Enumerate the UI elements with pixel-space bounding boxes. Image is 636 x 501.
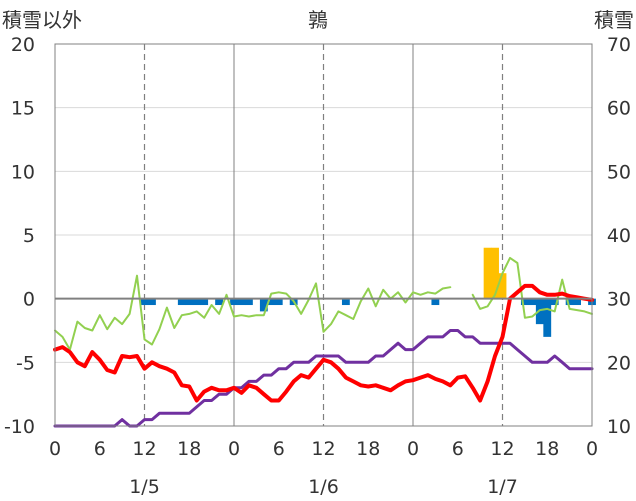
negative-bar	[200, 298, 209, 306]
temperature-series-line	[53, 283, 594, 403]
positive-bar	[498, 273, 507, 299]
y-right-tick-label: 70	[607, 34, 631, 56]
y-left-tick-label: -5	[16, 352, 35, 374]
negative-bar	[215, 298, 223, 306]
y-left-tick-label: 15	[11, 98, 35, 120]
negative-bar	[573, 298, 581, 306]
negative-bar	[177, 298, 186, 306]
x-tick-label: 0	[228, 438, 240, 460]
y-left-tick-label: -10	[4, 416, 35, 438]
x-tick-label: 18	[177, 438, 201, 460]
x-tick-label: 0	[407, 438, 419, 460]
x-tick-label: 6	[452, 438, 464, 460]
snow-depth-series-line	[53, 329, 594, 428]
negative-bar	[192, 298, 201, 306]
x-tick-label: 0	[586, 438, 598, 460]
x-tick-label: 18	[535, 438, 559, 460]
y-left-tick-label: 0	[23, 289, 35, 311]
date-label: 1/7	[487, 476, 518, 498]
negative-bar	[267, 298, 276, 306]
y-left-tick-label: 5	[23, 225, 35, 247]
left-axis-title: 積雪以外	[2, 8, 82, 32]
negative-bar	[431, 298, 440, 306]
date-label: 1/5	[129, 476, 160, 498]
negative-bar	[245, 298, 253, 306]
negative-bar	[528, 298, 537, 306]
x-tick-label: 0	[49, 438, 61, 460]
chart-title: 鶉	[308, 8, 328, 32]
negative-bar	[550, 298, 559, 306]
y-left-tick-label: 20	[11, 34, 35, 56]
negative-bar	[520, 298, 529, 306]
negative-bar	[140, 298, 149, 306]
positive-bar	[483, 247, 492, 299]
y-right-tick-label: 50	[607, 161, 631, 183]
negative-bar	[341, 298, 350, 306]
x-tick-label: 12	[490, 438, 514, 460]
y-right-tick-label: 10	[607, 416, 631, 438]
y-right-tick-label: 40	[607, 225, 631, 247]
negative-bar	[259, 298, 268, 312]
date-label: 1/6	[308, 476, 339, 498]
negative-bar	[543, 298, 552, 337]
x-tick-label: 18	[356, 438, 380, 460]
negative-bar	[565, 298, 574, 306]
plot-frame	[54, 43, 593, 427]
x-tick-label: 6	[94, 438, 106, 460]
negative-bar	[148, 298, 156, 306]
y-left-tick-label: 10	[11, 161, 35, 183]
y-right-tick-label: 20	[607, 352, 631, 374]
right-axis-title: 積雪	[594, 8, 634, 32]
negative-bar	[185, 298, 194, 306]
negative-bar	[237, 298, 246, 306]
y-right-tick-label: 30	[607, 289, 631, 311]
positive-bar	[491, 247, 499, 299]
negative-bar	[230, 298, 238, 306]
negative-bar	[274, 298, 283, 306]
x-tick-label: 12	[132, 438, 156, 460]
x-tick-label: 6	[273, 438, 285, 460]
y-right-tick-label: 60	[607, 98, 631, 120]
x-tick-label: 12	[311, 438, 335, 460]
